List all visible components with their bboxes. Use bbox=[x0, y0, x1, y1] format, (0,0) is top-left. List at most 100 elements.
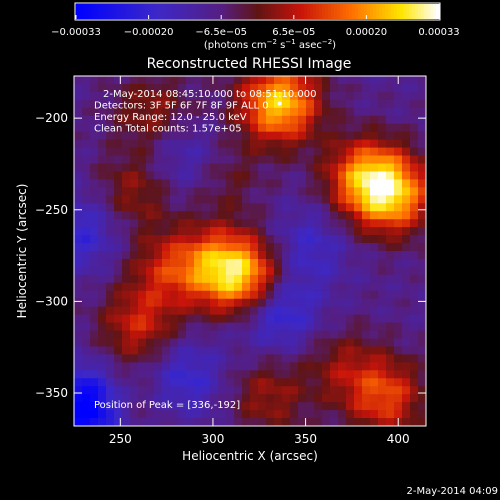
colorbar-segment bbox=[217, 4, 221, 19]
heatmap-cell bbox=[386, 290, 395, 300]
colorbar-segment bbox=[358, 4, 362, 19]
heatmap-cell bbox=[354, 282, 363, 292]
heatmap-cell bbox=[154, 314, 163, 324]
heatmap-cell bbox=[114, 394, 123, 403]
heatmap-cell bbox=[162, 195, 171, 204]
heatmap-cell bbox=[194, 147, 203, 157]
heatmap-cell bbox=[250, 298, 259, 308]
heatmap-cell bbox=[354, 163, 363, 172]
heatmap-cell bbox=[106, 155, 115, 164]
heatmap-cell bbox=[266, 139, 275, 149]
heatmap-cell bbox=[106, 123, 115, 133]
heatmap-cell bbox=[386, 179, 395, 188]
heatmap-cell bbox=[74, 235, 83, 244]
heatmap-cell bbox=[266, 402, 275, 411]
heatmap-cell bbox=[202, 362, 211, 371]
heatmap-cell bbox=[410, 330, 419, 339]
heatmap-cell bbox=[378, 163, 387, 172]
heatmap-cell bbox=[242, 306, 251, 316]
heatmap-cell bbox=[242, 203, 251, 212]
heatmap-cell bbox=[74, 362, 83, 371]
heatmap-cell bbox=[322, 330, 331, 339]
heatmap-cell bbox=[146, 235, 155, 244]
heatmap-cell bbox=[274, 346, 283, 355]
heatmap-cell bbox=[250, 314, 259, 324]
heatmap-cell bbox=[138, 107, 147, 117]
colorbar-segment bbox=[286, 4, 290, 19]
heatmap-cell bbox=[226, 322, 235, 332]
heatmap-cell bbox=[250, 306, 259, 316]
heatmap-cell bbox=[322, 346, 331, 355]
heatmap-cell bbox=[178, 330, 187, 339]
heatmap-cell bbox=[154, 266, 163, 276]
heatmap-cell bbox=[202, 107, 211, 117]
heatmap-cell bbox=[74, 91, 83, 101]
colorbar-segment bbox=[178, 4, 182, 19]
heatmap-cell bbox=[370, 115, 379, 125]
heatmap-cell bbox=[362, 290, 371, 300]
heatmap-cell bbox=[106, 410, 115, 419]
heatmap-cell bbox=[346, 107, 355, 117]
heatmap-cell bbox=[378, 410, 387, 419]
heatmap-cell bbox=[146, 338, 155, 347]
heatmap-cell bbox=[170, 354, 179, 363]
heatmap-cell bbox=[178, 155, 187, 164]
colorbar-segment bbox=[295, 4, 299, 19]
heatmap-cell bbox=[178, 402, 187, 411]
heatmap-cell bbox=[378, 107, 387, 117]
heatmap-cell bbox=[306, 338, 315, 347]
heatmap-cell bbox=[306, 314, 315, 324]
heatmap-cell bbox=[402, 306, 411, 316]
heatmap-cell bbox=[338, 274, 347, 284]
heatmap-cell bbox=[90, 211, 99, 220]
heatmap-cell bbox=[274, 402, 283, 411]
heatmap-cell bbox=[330, 378, 339, 387]
heatmap-cell bbox=[410, 274, 419, 284]
heatmap-cell bbox=[82, 211, 91, 220]
heatmap-cell bbox=[306, 394, 315, 403]
colorbar-segment bbox=[385, 4, 389, 19]
heatmap-cell bbox=[146, 99, 155, 109]
colorbar-segment bbox=[184, 4, 188, 19]
heatmap-cell bbox=[298, 91, 307, 101]
heatmap-cell bbox=[298, 243, 307, 252]
heatmap-cell bbox=[386, 402, 395, 411]
heatmap-cell bbox=[226, 155, 235, 164]
heatmap-cell bbox=[202, 266, 211, 276]
heatmap-cell bbox=[402, 99, 411, 109]
heatmap-cell bbox=[274, 330, 283, 339]
heatmap-cell bbox=[130, 274, 139, 284]
heatmap-cell bbox=[346, 123, 355, 133]
heatmap-cell bbox=[82, 418, 91, 427]
heatmap-cell bbox=[242, 274, 251, 284]
heatmap-cell bbox=[298, 155, 307, 164]
heatmap-cell bbox=[418, 179, 427, 188]
heatmap-cell bbox=[346, 227, 355, 236]
heatmap-cell bbox=[378, 322, 387, 332]
heatmap-cell bbox=[362, 139, 371, 149]
heatmap-cell bbox=[170, 346, 179, 355]
colorbar-segment bbox=[397, 4, 401, 19]
heatmap-cell bbox=[242, 370, 251, 379]
colorbar-segment bbox=[376, 4, 380, 19]
heatmap-cell bbox=[130, 139, 139, 149]
heatmap-cell bbox=[146, 155, 155, 164]
colorbar-segment bbox=[127, 4, 131, 19]
heatmap-cell bbox=[74, 298, 83, 308]
heatmap-cell bbox=[370, 314, 379, 324]
heatmap-cell bbox=[186, 243, 195, 252]
colorbar-segment bbox=[238, 4, 242, 19]
heatmap-cell bbox=[354, 266, 363, 276]
heatmap-cell bbox=[410, 338, 419, 347]
heatmap-cell bbox=[234, 314, 243, 324]
heatmap-cell bbox=[122, 354, 131, 363]
heatmap-cell bbox=[274, 131, 283, 141]
heatmap-cell bbox=[418, 322, 427, 332]
heatmap-cell bbox=[354, 227, 363, 236]
heatmap-cell bbox=[410, 258, 419, 268]
heatmap-cell bbox=[386, 115, 395, 125]
heatmap-cell bbox=[322, 139, 331, 149]
heatmap-cell bbox=[274, 76, 283, 85]
heatmap-cell bbox=[266, 187, 275, 196]
heatmap-cell bbox=[330, 386, 339, 395]
